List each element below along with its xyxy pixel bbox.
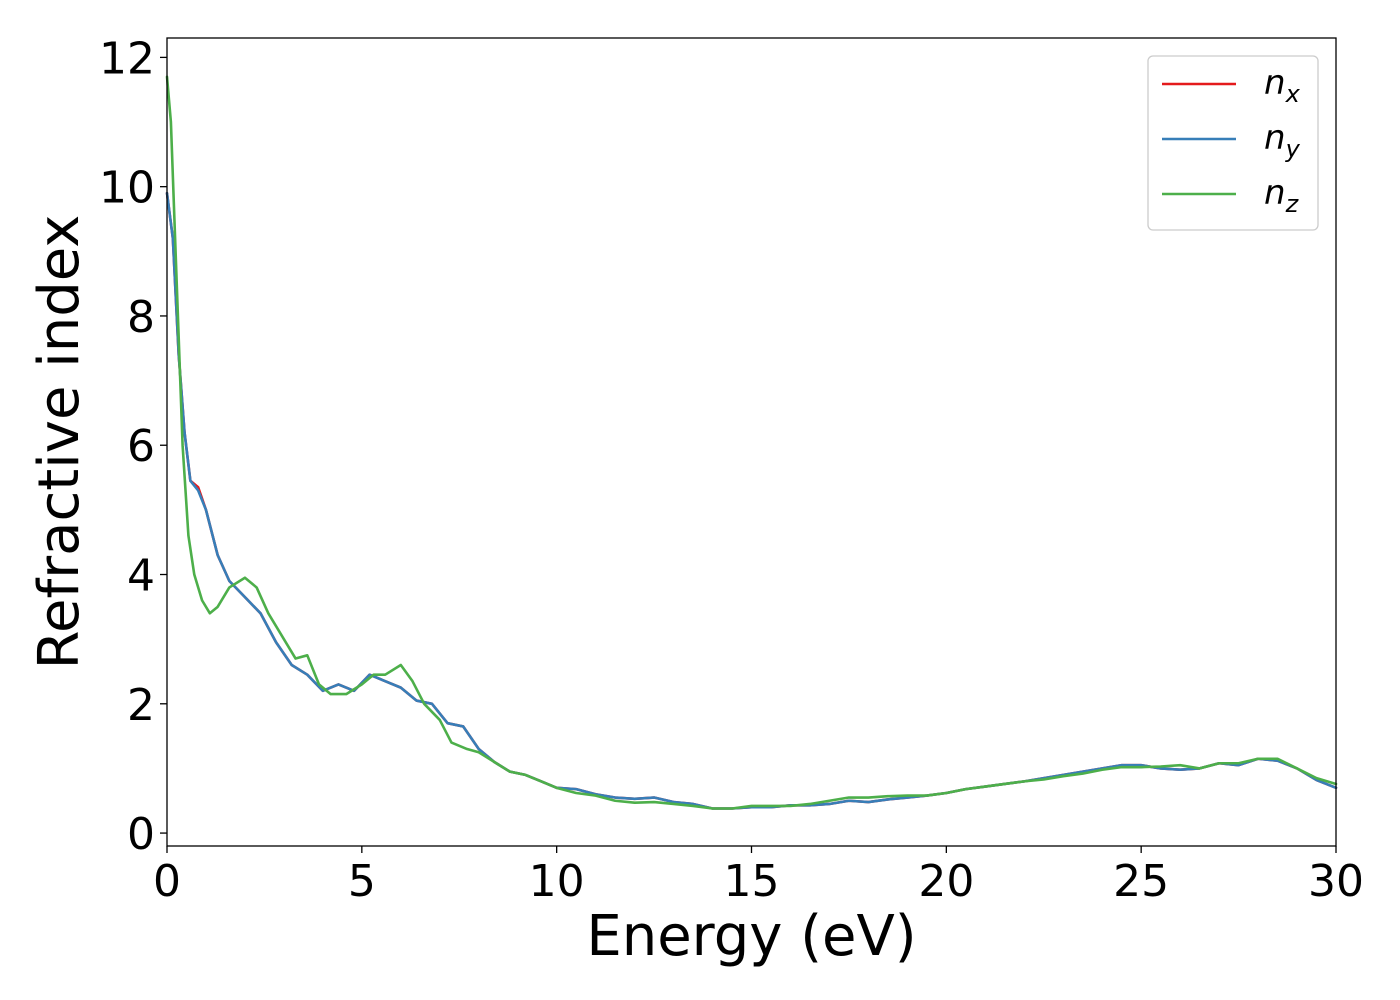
legend-label-nz: nz (1264, 173, 1300, 218)
series-layer (165, 75, 1338, 810)
y-tick-label: 8 (127, 292, 155, 343)
legend-label-ny: ny (1264, 118, 1301, 163)
x-axis-ticks: 0 5 10 15 20 25 30 (153, 846, 1364, 907)
series-line-nz (165, 75, 1338, 810)
y-tick-label: 0 (127, 809, 155, 860)
y-tick-label: 6 (127, 421, 155, 472)
y-tick-label: 2 (127, 680, 155, 731)
x-tick-label: 0 (153, 856, 181, 907)
x-tick-label: 15 (724, 856, 780, 907)
x-tick-label: 10 (529, 856, 585, 907)
x-tick-label: 30 (1308, 856, 1364, 907)
x-tick-label: 20 (918, 856, 974, 907)
legend-box (1147, 55, 1319, 231)
x-tick-label: 5 (348, 856, 376, 907)
y-tick-label: 12 (99, 33, 155, 84)
legend: nx ny nz (1147, 55, 1319, 231)
x-axis-label: Energy (eV) (586, 904, 916, 969)
y-tick-label: 4 (127, 551, 155, 602)
y-tick-label: 10 (99, 163, 155, 214)
x-tick-label: 25 (1113, 856, 1169, 907)
series-line-ny (165, 191, 1338, 810)
y-axis-ticks: 0 2 4 6 8 10 12 (99, 33, 167, 860)
legend-label-nx: nx (1264, 63, 1301, 108)
y-axis-label: Refractive index (27, 215, 92, 670)
